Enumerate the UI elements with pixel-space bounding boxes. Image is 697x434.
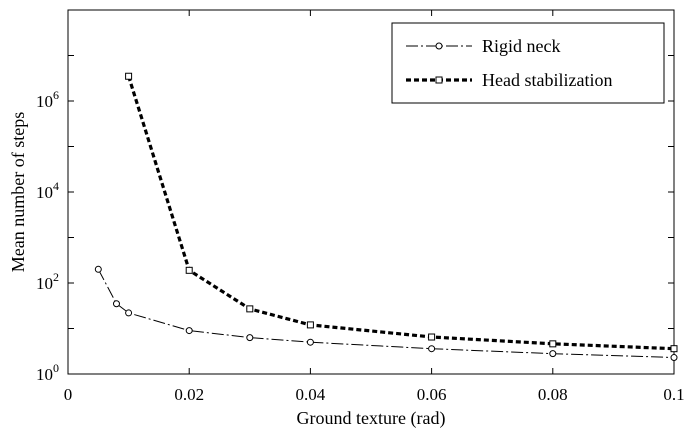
x-tick-label: 0 [64,385,73,404]
y-tick-label: 102 [36,270,59,293]
data-point [125,72,133,80]
y-tick-label: 104 [36,179,59,202]
x-tick-label: 0.1 [663,385,684,404]
y-axis-title: Mean number of steps [8,112,28,272]
x-tick-label: 0.08 [538,385,568,404]
data-point [306,321,314,329]
series-line [97,269,675,358]
legend-item: Rigid neck [406,36,561,56]
data-point [549,350,557,358]
series-layer [94,72,678,362]
data-point [306,338,314,346]
series-rigid-neck [94,265,678,362]
data-point [94,265,102,273]
x-tick-label: 0.02 [174,385,204,404]
data-point [125,309,133,317]
series-line [127,75,675,351]
legend-marker [435,76,443,84]
data-point [246,305,254,313]
y-tick-label: 100 [36,361,59,384]
data-point [670,345,678,353]
legend-item: Head stabilization [406,70,612,90]
data-point [185,327,193,335]
legend-label: Rigid neck [482,36,561,56]
legend-box [391,22,665,104]
x-tick-label: 0.04 [296,385,326,404]
legend-label: Head stabilization [482,70,612,90]
series-head-stabilization [125,72,678,353]
data-point [549,340,557,348]
axis-ticks: 0 0.02 0.04 0.06 0.08 0.1 100 102 104 106 [36,10,685,404]
data-point [246,334,254,342]
y-tick-label: 106 [36,88,59,111]
x-tick-label: 0.06 [417,385,447,404]
data-point [428,333,436,341]
data-point [112,300,120,308]
legend-marker [435,42,443,50]
legend: Rigid neck Head stabilization [391,22,665,104]
data-point [185,266,193,274]
data-point [670,354,678,362]
x-axis-title: Ground texture (rad) [297,408,446,429]
data-point [428,345,436,353]
